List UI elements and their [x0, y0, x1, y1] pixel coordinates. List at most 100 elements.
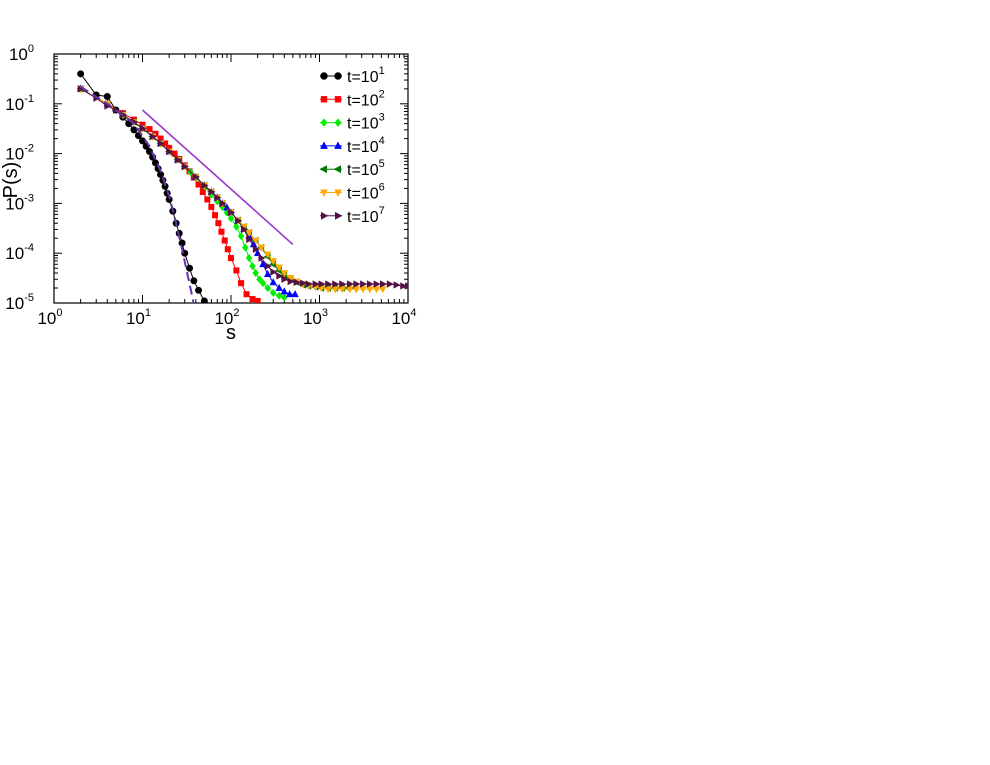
x-tick-label: 103: [303, 307, 328, 328]
data-point: [157, 139, 165, 148]
series-7: [77, 85, 408, 290]
legend-entry-5: t=105: [319, 158, 385, 179]
data-point: [259, 260, 267, 268]
legend-marker: [334, 72, 342, 80]
legend-label: t=107: [347, 205, 385, 226]
data-point: [245, 229, 253, 237]
data-point: [359, 286, 367, 294]
data-point: [249, 296, 256, 303]
data-point: [346, 286, 354, 294]
y-tick-label: 10-5: [5, 292, 34, 313]
legend-marker: [333, 165, 342, 174]
data-point: [120, 111, 128, 119]
data-point: [372, 286, 381, 294]
x-axis-title: s: [226, 322, 236, 344]
data-point: [233, 267, 240, 274]
plot-clipped: [76, 70, 408, 303]
fit-dashed-line: [80, 85, 195, 303]
legend-label: t=105: [347, 158, 385, 179]
data-point: [269, 288, 277, 297]
data-point: [258, 254, 266, 262]
data-point: [249, 262, 256, 271]
series-5: [76, 85, 358, 292]
data-point: [215, 220, 222, 227]
data-point: [218, 228, 225, 235]
data-point: [200, 297, 208, 303]
data-point: [312, 280, 320, 288]
data-point: [233, 222, 240, 231]
data-point: [373, 280, 381, 288]
data-point: [243, 291, 250, 298]
legend-entry-1: t=101: [320, 65, 385, 86]
data-point: [269, 278, 277, 286]
data-point: [379, 286, 387, 294]
legend-marker: [334, 141, 342, 149]
data-point: [237, 232, 245, 241]
data-point: [204, 196, 211, 203]
legend-marker: [320, 211, 329, 220]
data-point: [241, 225, 249, 234]
data-point: [380, 280, 388, 288]
data-point: [275, 291, 283, 300]
data-point: [219, 199, 227, 208]
legend-marker: [334, 211, 343, 220]
data-point: [332, 280, 340, 288]
data-point: [192, 173, 200, 181]
legend-marker: [320, 96, 328, 103]
data-point: [280, 287, 288, 295]
x-tick-label: 102: [214, 307, 239, 328]
x-tick-label: 104: [391, 307, 416, 328]
legend-entry-7: t=107: [320, 205, 385, 226]
data-point: [280, 270, 288, 278]
data-point: [181, 162, 189, 171]
x-tick-label: 101: [126, 307, 151, 328]
power-law-reference-line: [141, 109, 294, 246]
legend-label: t=102: [347, 88, 385, 109]
data-point: [221, 237, 228, 244]
data-point: [208, 188, 216, 196]
data-point: [130, 126, 138, 134]
data-point: [190, 277, 198, 285]
legend-label: t=104: [347, 135, 385, 156]
series-1: [77, 70, 208, 303]
data-point: [146, 126, 153, 133]
data-point: [300, 279, 308, 287]
data-point: [149, 132, 157, 141]
data-point: [338, 286, 346, 294]
legend-label: t=103: [347, 112, 385, 133]
data-point: [228, 208, 236, 217]
data-point: [281, 293, 288, 302]
data-point: [291, 290, 299, 298]
legend-entry-3: t=103: [320, 112, 385, 133]
plot-area: [76, 70, 408, 303]
data-point: [264, 269, 272, 277]
data-point: [254, 297, 261, 303]
legend-marker: [334, 118, 342, 127]
data-point: [360, 280, 368, 288]
data-point: [186, 264, 194, 272]
data-point: [275, 264, 283, 272]
legend-marker: [319, 165, 328, 174]
legend-marker: [320, 72, 328, 80]
data-point: [393, 281, 401, 289]
data-point: [276, 272, 284, 280]
data-point: [264, 251, 272, 259]
data-point: [324, 286, 332, 294]
y-axis-title: P(s): [0, 162, 22, 199]
tick-labels: 100 101 102 103 104 100 10-1 10-2 10-3 10-4 10-5: [5, 43, 416, 328]
data-point: [305, 280, 313, 288]
data-point: [227, 255, 235, 262]
data-point: [227, 214, 235, 223]
data-point: [252, 269, 259, 278]
data-point: [400, 282, 408, 290]
data-point: [139, 124, 147, 133]
legend-label: t=101: [347, 65, 385, 86]
y-tick-label: 10-2: [5, 143, 34, 164]
series-3: [77, 84, 288, 302]
y-tick-label: 10-4: [5, 242, 34, 263]
data-point: [366, 280, 374, 288]
legend-marker: [320, 118, 328, 127]
data-point: [246, 235, 254, 244]
